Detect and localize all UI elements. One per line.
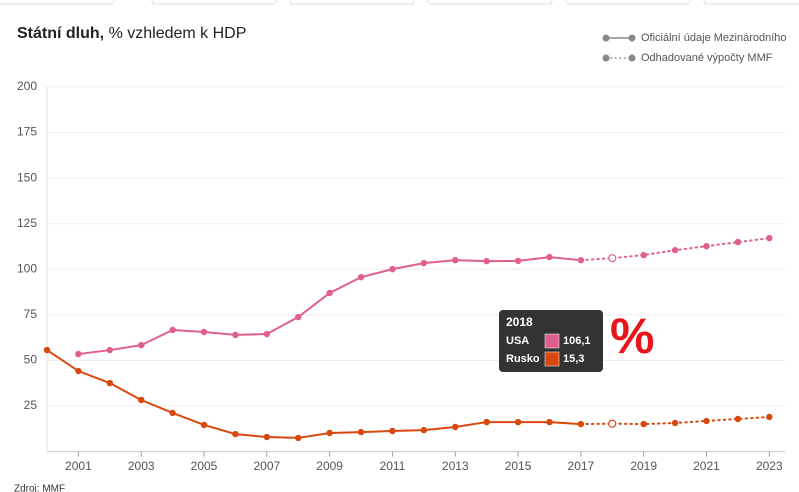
x-tick-label: 2007 bbox=[253, 459, 280, 473]
point bbox=[357, 273, 365, 281]
y-tick-label: 50 bbox=[24, 353, 38, 367]
point bbox=[232, 430, 239, 438]
tooltip-name: Rusko bbox=[506, 353, 540, 365]
point bbox=[357, 428, 365, 436]
x-tick-label: 2003 bbox=[128, 459, 155, 473]
point bbox=[514, 257, 522, 265]
x-tick-label: 2015 bbox=[505, 459, 532, 473]
point bbox=[200, 421, 208, 429]
x-tick-label: 2023 bbox=[756, 459, 783, 473]
point bbox=[546, 418, 553, 426]
y-tick-label: 150 bbox=[17, 170, 37, 184]
subtitle: % vzhledem k HDP bbox=[109, 25, 247, 42]
point bbox=[640, 420, 647, 428]
x-tick-label: 2013 bbox=[442, 459, 469, 473]
point bbox=[577, 256, 585, 264]
point bbox=[703, 417, 710, 425]
point bbox=[420, 259, 428, 267]
legend-dot bbox=[602, 54, 610, 62]
source: Zdroj: MMF bbox=[14, 484, 65, 492]
legend-label: Odhadované výpočty MMF bbox=[641, 52, 773, 64]
point bbox=[734, 415, 742, 423]
point bbox=[577, 420, 585, 428]
y-tick-label: 25 bbox=[24, 398, 38, 412]
legend-dot bbox=[602, 34, 610, 42]
point bbox=[546, 253, 553, 261]
y-tick-label: 100 bbox=[17, 261, 37, 275]
point bbox=[514, 418, 522, 426]
point bbox=[608, 419, 617, 428]
button[interactable] bbox=[565, 0, 691, 5]
point bbox=[671, 419, 679, 427]
point bbox=[75, 350, 82, 358]
point bbox=[232, 331, 239, 339]
button[interactable] bbox=[703, 0, 799, 5]
y-tick-label: 200 bbox=[17, 79, 37, 93]
tooltip: 2018 USA 106,1 Rusko 15,3 bbox=[499, 310, 603, 372]
point bbox=[138, 341, 145, 349]
point bbox=[263, 433, 271, 441]
point bbox=[295, 434, 302, 442]
legend: Oficiální údaje Mezinárodního Odhadované… bbox=[602, 32, 787, 64]
x-tick-label: 2017 bbox=[568, 459, 595, 473]
point bbox=[483, 257, 490, 265]
point bbox=[389, 265, 396, 273]
point bbox=[106, 346, 114, 354]
legend-label: Oficiální údaje Mezinárodního bbox=[641, 32, 787, 44]
point bbox=[734, 238, 742, 246]
point bbox=[138, 396, 145, 404]
point bbox=[106, 379, 114, 387]
legend-dot bbox=[628, 34, 636, 42]
point bbox=[483, 418, 490, 426]
point bbox=[640, 251, 647, 259]
x-tick-label: 2011 bbox=[380, 459, 406, 473]
button[interactable] bbox=[151, 0, 277, 5]
tooltip-title: 2018 bbox=[506, 315, 533, 329]
line-official bbox=[46, 349, 581, 439]
x-tick-label: 2009 bbox=[316, 459, 343, 473]
point bbox=[608, 254, 617, 263]
point bbox=[295, 313, 302, 321]
point bbox=[263, 330, 271, 338]
y-tick-label: 175 bbox=[17, 125, 37, 139]
point bbox=[326, 289, 333, 297]
tooltip-swatch bbox=[544, 333, 560, 349]
button[interactable] bbox=[289, 0, 415, 5]
toolbar bbox=[0, 0, 799, 5]
tooltip-swatch bbox=[544, 351, 560, 367]
tooltip-value: 106,1 bbox=[563, 335, 591, 347]
point bbox=[452, 256, 459, 264]
y-tick-label: 125 bbox=[17, 216, 37, 230]
point bbox=[766, 234, 773, 242]
title: Státní dluh, bbox=[17, 25, 104, 42]
legend-dot bbox=[628, 54, 636, 62]
point bbox=[326, 429, 333, 437]
point bbox=[169, 326, 176, 334]
point bbox=[200, 328, 208, 336]
point bbox=[766, 413, 773, 421]
button[interactable] bbox=[0, 0, 115, 5]
tooltip-name: USA bbox=[506, 335, 529, 347]
point bbox=[420, 426, 428, 434]
point bbox=[389, 427, 396, 435]
point bbox=[75, 367, 82, 375]
annotation: % bbox=[610, 308, 654, 364]
x-tick-label: 2019 bbox=[630, 459, 657, 473]
point bbox=[452, 423, 459, 431]
point bbox=[43, 346, 51, 354]
tooltip-value: 15,3 bbox=[563, 353, 584, 365]
button[interactable] bbox=[427, 0, 553, 5]
x-tick-label: 2021 bbox=[693, 459, 720, 473]
chart-title: Státní dluh, % vzhledem k HDP bbox=[17, 25, 246, 42]
point bbox=[169, 409, 176, 417]
x-tick-label: 2005 bbox=[191, 459, 218, 473]
point bbox=[703, 242, 710, 250]
y-tick-label: 75 bbox=[24, 307, 38, 321]
point bbox=[671, 246, 679, 254]
x-tick-label: 2001 bbox=[65, 459, 92, 473]
